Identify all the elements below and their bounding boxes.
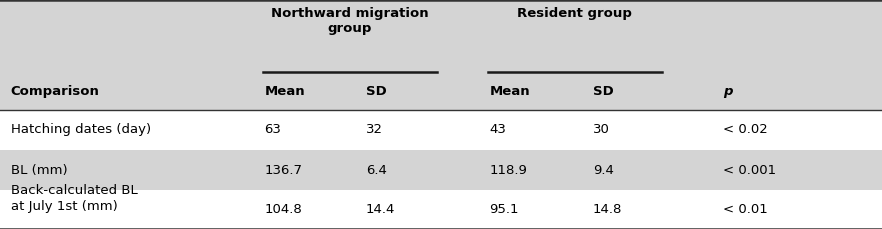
Text: 63: 63 [265, 123, 281, 136]
Text: Back-calculated BL
at July 1st (mm): Back-calculated BL at July 1st (mm) [11, 184, 138, 213]
Text: < 0.02: < 0.02 [723, 123, 768, 136]
Text: 136.7: 136.7 [265, 164, 303, 177]
Text: BL (mm): BL (mm) [11, 164, 67, 177]
Text: 30: 30 [593, 123, 609, 136]
Text: < 0.01: < 0.01 [723, 203, 768, 216]
Text: Comparison: Comparison [11, 85, 100, 98]
Bar [0, 0, 882, 110]
Bar [0, 190, 882, 229]
Text: Northward migration
group: Northward migration group [271, 7, 429, 35]
Text: 6.4: 6.4 [366, 164, 387, 177]
Bar [0, 110, 882, 150]
Text: < 0.001: < 0.001 [723, 164, 776, 177]
Text: 14.8: 14.8 [593, 203, 622, 216]
Text: 32: 32 [366, 123, 383, 136]
Text: Hatching dates (day): Hatching dates (day) [11, 123, 151, 136]
Text: SD: SD [593, 85, 614, 98]
Text: Mean: Mean [265, 85, 305, 98]
Text: 9.4: 9.4 [593, 164, 614, 177]
Text: 118.9: 118.9 [490, 164, 527, 177]
Text: Resident group: Resident group [517, 7, 632, 20]
Text: 14.4: 14.4 [366, 203, 395, 216]
Text: 104.8: 104.8 [265, 203, 303, 216]
Text: 95.1: 95.1 [490, 203, 519, 216]
Text: Mean: Mean [490, 85, 530, 98]
Text: p: p [723, 85, 733, 98]
Text: 43: 43 [490, 123, 506, 136]
Text: SD: SD [366, 85, 387, 98]
Bar [0, 150, 882, 190]
